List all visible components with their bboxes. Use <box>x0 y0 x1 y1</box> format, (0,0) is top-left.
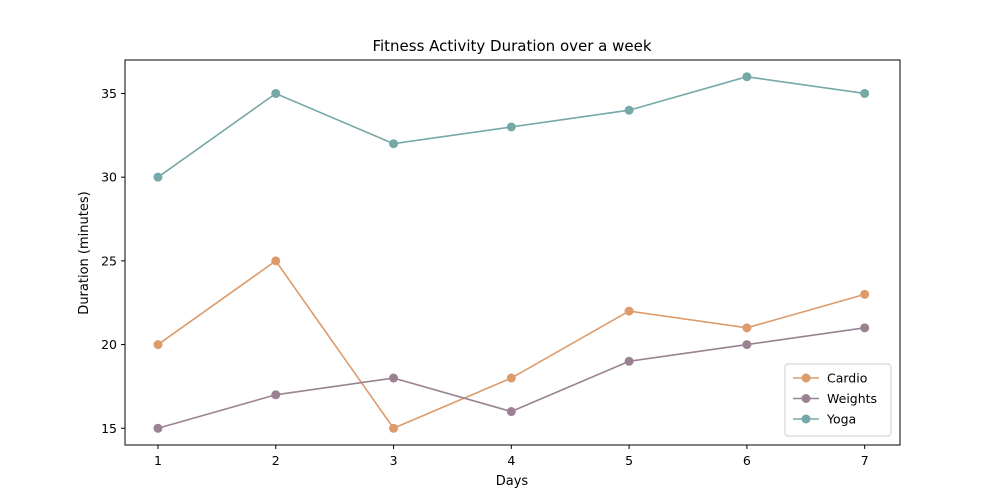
series-line-cardio <box>157 259 865 430</box>
data-point-yoga <box>860 88 870 98</box>
data-point-cardio <box>271 256 281 266</box>
data-point-weights <box>506 407 516 417</box>
data-point-cardio <box>389 423 399 433</box>
x-tick-label: 2 <box>272 453 280 468</box>
data-point-cardio <box>742 323 752 333</box>
data-point-weights <box>742 340 752 350</box>
x-tick-label: 1 <box>154 453 162 468</box>
data-point-yoga <box>742 72 752 82</box>
x-tick-label: 4 <box>507 453 515 468</box>
x-axis-title: Days <box>496 474 529 489</box>
y-tick-label: 35 <box>101 86 117 101</box>
legend-marker-yoga <box>801 414 811 424</box>
data-point-yoga <box>506 122 516 132</box>
x-tick-label: 3 <box>390 453 398 468</box>
data-point-weights <box>389 373 399 383</box>
y-tick-label: 15 <box>101 421 117 436</box>
axes-frame <box>124 59 901 446</box>
data-point-weights <box>860 323 870 333</box>
legend-marker-weights <box>801 394 811 403</box>
y-tick-label: 30 <box>101 170 117 185</box>
legend-marker-cardio <box>801 373 811 383</box>
legend-label-yoga: Yoga <box>826 412 856 427</box>
chart-title: Fitness Activity Duration over a week <box>372 37 651 55</box>
data-point-weights <box>624 356 634 366</box>
x-tick-label: 6 <box>743 453 751 468</box>
data-point-weights <box>271 390 281 400</box>
data-point-cardio <box>153 340 163 350</box>
data-point-yoga <box>389 139 399 149</box>
legend: Cardio Weights Yoga <box>784 363 892 437</box>
legend-box <box>784 363 892 437</box>
data-point-weights <box>153 423 163 433</box>
data-point-cardio <box>624 306 634 316</box>
data-point-yoga <box>153 172 163 182</box>
plot-area: 1 2 3 4 5 6 7 15 20 25 30 35 <box>101 59 901 468</box>
data-point-yoga <box>624 105 634 115</box>
data-point-yoga <box>271 88 281 98</box>
legend-label-weights: Weights <box>827 391 877 406</box>
y-axis-title: Duration (minutes) <box>77 191 92 314</box>
x-tick-label: 5 <box>625 453 633 468</box>
data-point-cardio <box>860 289 870 299</box>
y-tick-label: 25 <box>101 253 117 268</box>
data-point-cardio <box>506 373 516 383</box>
legend-label-cardio: Cardio <box>827 371 867 386</box>
x-tick-label: 7 <box>861 453 869 468</box>
y-tick-label: 20 <box>101 337 117 352</box>
